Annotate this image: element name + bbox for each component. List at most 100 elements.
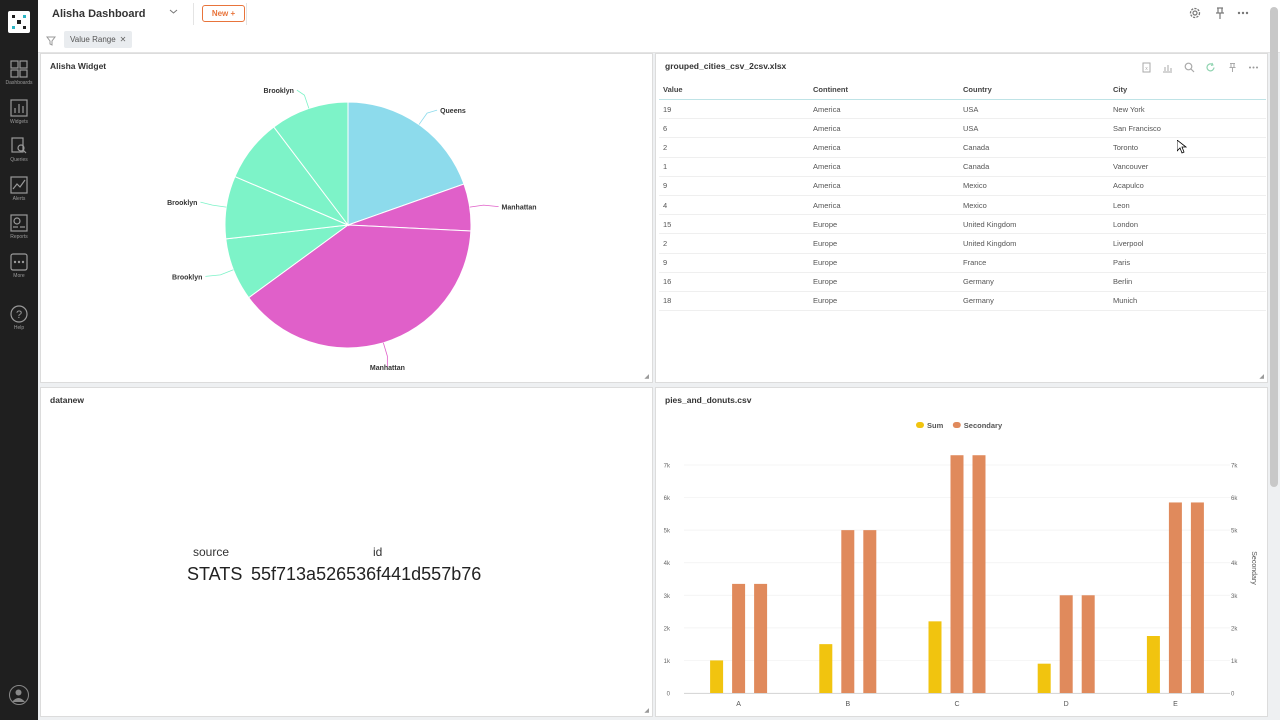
bar-secondary[interactable] bbox=[841, 530, 855, 693]
pie-label: Brooklyn bbox=[167, 200, 197, 207]
widget-title: datanew bbox=[50, 395, 85, 405]
pie-label-line bbox=[418, 109, 438, 125]
refresh-icon[interactable] bbox=[1205, 60, 1216, 72]
search-icon[interactable] bbox=[1184, 60, 1195, 73]
bar-secondary[interactable] bbox=[950, 455, 964, 693]
table-row[interactable]: 1 America Canada Vancouver bbox=[659, 157, 1266, 177]
bar-secondary[interactable] bbox=[1059, 595, 1073, 693]
table-row[interactable]: 2 Europe United Kingdom Liverpool bbox=[659, 233, 1266, 254]
legend-swatch[interactable] bbox=[916, 422, 924, 428]
legend-swatch[interactable] bbox=[952, 422, 961, 428]
column-header[interactable]: Country bbox=[959, 79, 1109, 100]
nav-label: Dashboards bbox=[5, 80, 33, 86]
x-tick-label: E bbox=[1173, 701, 1178, 708]
more-horizontal-icon[interactable] bbox=[1248, 60, 1259, 71]
y-tick-label-right: 3k bbox=[1231, 594, 1238, 600]
table-cell: Mexico bbox=[959, 195, 1109, 216]
app-logo[interactable] bbox=[8, 11, 30, 33]
filter-chip-label: Value Range bbox=[70, 35, 116, 44]
new-button[interactable]: New + bbox=[202, 5, 245, 22]
nav-queries[interactable]: Queries bbox=[0, 137, 38, 163]
pin-icon[interactable] bbox=[1213, 6, 1227, 20]
table-row[interactable]: 9 America Mexico Acapulco bbox=[659, 176, 1266, 196]
legend-label[interactable]: Sum bbox=[927, 421, 944, 430]
table-row[interactable]: 18 Europe Germany Munich bbox=[659, 291, 1266, 312]
pie-label-line bbox=[205, 269, 234, 277]
alerts-icon bbox=[10, 176, 28, 194]
pie-slice[interactable] bbox=[248, 224, 472, 349]
table-body: 19 America USA New York 6 America USA San Franc… bbox=[659, 99, 1266, 312]
filter-icon[interactable] bbox=[46, 33, 56, 51]
more-horizontal-icon[interactable] bbox=[1236, 6, 1250, 20]
nav-more[interactable]: More bbox=[0, 253, 38, 279]
nav-label: Queries bbox=[10, 157, 28, 163]
bar-sum[interactable] bbox=[819, 644, 833, 693]
bar-secondary[interactable] bbox=[863, 530, 877, 693]
bar-secondary[interactable] bbox=[972, 455, 986, 693]
bar-secondary[interactable] bbox=[1190, 502, 1204, 693]
bar-secondary[interactable] bbox=[732, 583, 746, 693]
table-cell: Europe bbox=[809, 233, 959, 254]
nav-reports[interactable]: Reports bbox=[0, 214, 38, 240]
table-row[interactable]: 2 America Canada Toronto bbox=[659, 137, 1266, 158]
table-row[interactable]: 15 Europe United Kingdom London bbox=[659, 214, 1266, 235]
y-tick-label-right: 4k bbox=[1231, 561, 1238, 567]
bar-secondary[interactable] bbox=[1168, 502, 1182, 693]
close-icon[interactable]: ✕ bbox=[119, 35, 127, 44]
nav-label: Help bbox=[13, 325, 25, 331]
table-cell: America bbox=[809, 99, 959, 120]
legend-label[interactable]: Secondary bbox=[964, 421, 1003, 430]
chart-icon[interactable] bbox=[1162, 60, 1173, 73]
right-axis-label: Secondary bbox=[1250, 551, 1257, 585]
bar-sum[interactable] bbox=[928, 621, 942, 693]
table-row[interactable]: 9 Europe France Paris bbox=[659, 253, 1266, 273]
y-tick-label-right: 0 bbox=[1231, 692, 1235, 698]
page-scrollbar[interactable] bbox=[1270, 7, 1278, 487]
gear-icon[interactable] bbox=[1188, 6, 1202, 20]
widget-title: Alisha Widget bbox=[50, 61, 107, 71]
pie-slice[interactable] bbox=[347, 101, 465, 226]
chevron-down-icon[interactable] bbox=[169, 7, 178, 18]
bar-sum[interactable] bbox=[1146, 636, 1160, 693]
column-header[interactable]: City bbox=[1109, 79, 1266, 100]
resize-handle-icon[interactable]: ◢ bbox=[1259, 374, 1264, 380]
table-cell: Canada bbox=[959, 137, 1109, 158]
nav-alerts[interactable]: Alerts bbox=[0, 176, 38, 202]
filter-chip[interactable]: Value Range ✕ bbox=[64, 31, 133, 48]
bar-sum[interactable] bbox=[1037, 663, 1051, 693]
bar-sum[interactable] bbox=[710, 660, 724, 693]
nav-dashboards[interactable]: Dashboards bbox=[0, 60, 38, 86]
table-cell: Vancouver bbox=[1109, 157, 1266, 177]
x-tick-label: B bbox=[845, 701, 850, 708]
table-cell: 9 bbox=[659, 176, 809, 196]
export-excel-icon[interactable]: x bbox=[1141, 60, 1152, 73]
dashboard-title[interactable]: Alisha Dashboard bbox=[52, 8, 146, 20]
bar-secondary[interactable] bbox=[1081, 595, 1095, 693]
table-cell: Europe bbox=[809, 272, 959, 292]
table-row[interactable]: 16 Europe Germany Berlin bbox=[659, 272, 1266, 292]
bar-secondary[interactable] bbox=[754, 583, 768, 693]
data-table: Value Continent Country City 19 America US… bbox=[659, 79, 1266, 312]
pin-icon[interactable] bbox=[1227, 60, 1238, 72]
table-cell: America bbox=[809, 176, 959, 196]
pie-slice[interactable] bbox=[273, 101, 349, 227]
pie-label-line bbox=[296, 89, 310, 109]
resize-handle-icon[interactable]: ◢ bbox=[644, 708, 649, 714]
table-row[interactable]: 6 America USA San Francisco bbox=[659, 118, 1266, 139]
nav-widgets[interactable]: Widgets bbox=[0, 99, 38, 125]
column-header[interactable]: Continent bbox=[809, 79, 959, 100]
source-key: source bbox=[193, 545, 230, 559]
table-row[interactable]: 19 America USA New York bbox=[659, 99, 1266, 120]
table-cell: Germany bbox=[959, 272, 1109, 292]
resize-handle-icon[interactable]: ◢ bbox=[644, 374, 649, 380]
datanew-widget: datanew source STATS id 55f713a526536f44… bbox=[40, 387, 653, 717]
user-avatar[interactable] bbox=[9, 685, 29, 705]
y-tick-label-right: 1k bbox=[1231, 659, 1238, 665]
pie-label: Manhattan bbox=[502, 205, 537, 212]
x-tick-label: D bbox=[1064, 701, 1069, 708]
column-header[interactable]: Value bbox=[659, 79, 809, 100]
table-cell: 9 bbox=[659, 253, 809, 273]
pie-chart: Queens Manhattan Manhattan Brooklyn Brooklyn… bbox=[167, 88, 537, 372]
nav-help[interactable]: ? Help bbox=[0, 305, 38, 331]
table-row[interactable]: 4 America Mexico Leon bbox=[659, 195, 1266, 216]
